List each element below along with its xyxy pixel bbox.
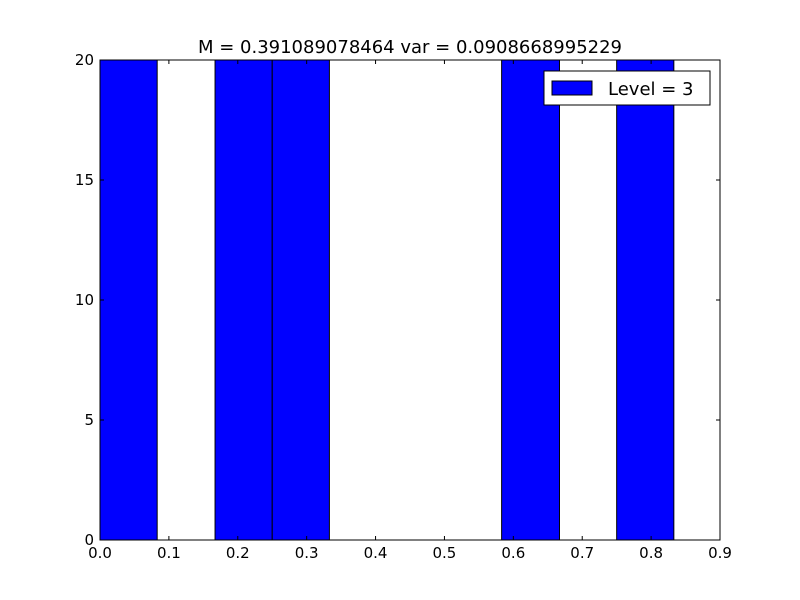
- y-tick-label: 15: [75, 171, 94, 189]
- x-tick-label: 0.5: [433, 544, 457, 562]
- x-tick-label: 0.0: [88, 544, 112, 562]
- x-tick-label: 0.1: [157, 544, 181, 562]
- y-tick-label: 20: [75, 51, 94, 69]
- x-tick-label: 0.8: [639, 544, 663, 562]
- x-tick-label: 0.7: [570, 544, 594, 562]
- axes-layer: 0.0 0.1 0.2 0.3 0.4 0.5 0.6 0.7 0.8 0.9 0 5 10 15 20: [75, 51, 732, 562]
- histogram-bar: [271, 59, 330, 541]
- y-tick-label: 0: [84, 531, 94, 549]
- x-tick-label: 0.4: [364, 544, 388, 562]
- x-tick-label: 0.9: [708, 544, 732, 562]
- y-tick-label: 5: [84, 411, 94, 429]
- legend-swatch: [551, 80, 593, 96]
- histogram-bar: [501, 59, 560, 541]
- histogram-bar: [616, 59, 675, 541]
- chart-title: M = 0.391089078464 var = 0.0908668995229: [198, 37, 622, 58]
- y-tick-label: 10: [75, 291, 94, 309]
- x-tick-label: 0.2: [226, 544, 250, 562]
- histogram-bar: [214, 59, 273, 541]
- histogram-bar: [99, 59, 158, 541]
- bars-layer: [99, 59, 675, 541]
- x-tick-label: 0.3: [295, 544, 319, 562]
- legend: Level = 3: [543, 70, 711, 106]
- legend-label: Level = 3: [608, 79, 694, 100]
- x-tick-label: 0.6: [501, 544, 525, 562]
